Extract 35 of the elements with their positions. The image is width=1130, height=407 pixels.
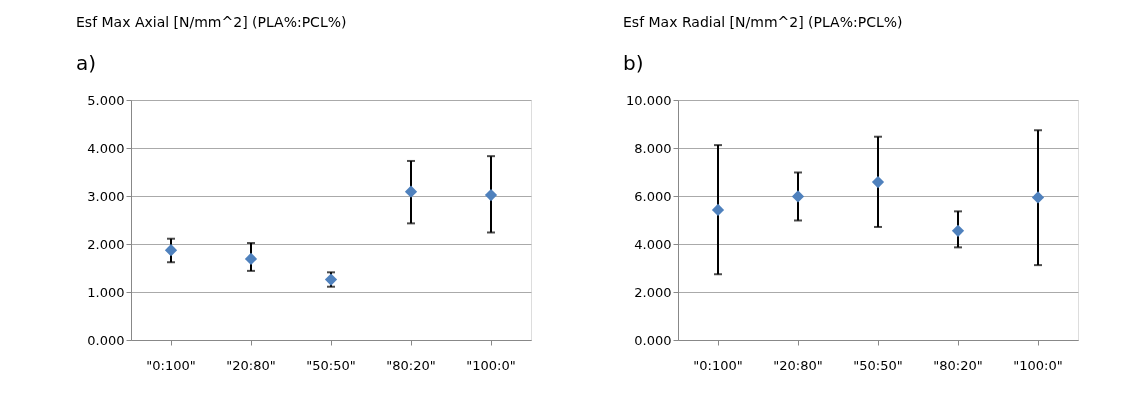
y-tick-label: 2.000 bbox=[634, 284, 672, 300]
y-tick-label: 2.000 bbox=[87, 236, 125, 252]
chart-title: Esf Max Radial [N/mm^2] (PLA%:PCL%) bbox=[623, 14, 903, 30]
y-tick-label: 5.000 bbox=[87, 92, 125, 108]
y-tick-label: 6.000 bbox=[634, 188, 672, 204]
x-tick-label: "0:100" bbox=[693, 357, 743, 373]
x-tick-label: "80:20" bbox=[386, 357, 436, 373]
x-tick-label: "20:80" bbox=[226, 357, 276, 373]
point bbox=[244, 252, 258, 265]
chart-title: Esf Max Axial [N/mm^2] (PLA%:PCL%) bbox=[76, 14, 347, 30]
x-tick-label: "50:50" bbox=[306, 357, 356, 373]
point bbox=[164, 244, 178, 257]
text: b) bbox=[623, 51, 644, 75]
y-tick-label: 3.000 bbox=[87, 188, 125, 204]
y-tick-label: 10.000 bbox=[626, 92, 672, 108]
y-tick-label: 0.000 bbox=[87, 332, 125, 348]
point bbox=[791, 190, 805, 203]
x-tick-label: "20:80" bbox=[773, 357, 823, 373]
y-tick-label: 4.000 bbox=[87, 140, 125, 156]
point bbox=[711, 203, 725, 217]
point bbox=[484, 188, 498, 202]
x-tick-label: "50:50" bbox=[853, 357, 903, 373]
y-tick-label: 1.000 bbox=[87, 284, 125, 300]
point bbox=[951, 224, 965, 237]
y-tick-label: 4.000 bbox=[634, 236, 672, 252]
point bbox=[871, 175, 885, 189]
point bbox=[404, 185, 418, 198]
x-tick-label: "0:100" bbox=[146, 357, 196, 373]
x-tick-label: "100:0" bbox=[1013, 357, 1063, 373]
y-tick-label: 8.000 bbox=[634, 140, 672, 156]
text: a) bbox=[76, 51, 97, 75]
point bbox=[1031, 191, 1045, 204]
x-tick-label: "80:20" bbox=[933, 357, 983, 373]
x-tick-label: "100:0" bbox=[466, 357, 516, 373]
y-tick-label: 0.000 bbox=[634, 332, 672, 348]
